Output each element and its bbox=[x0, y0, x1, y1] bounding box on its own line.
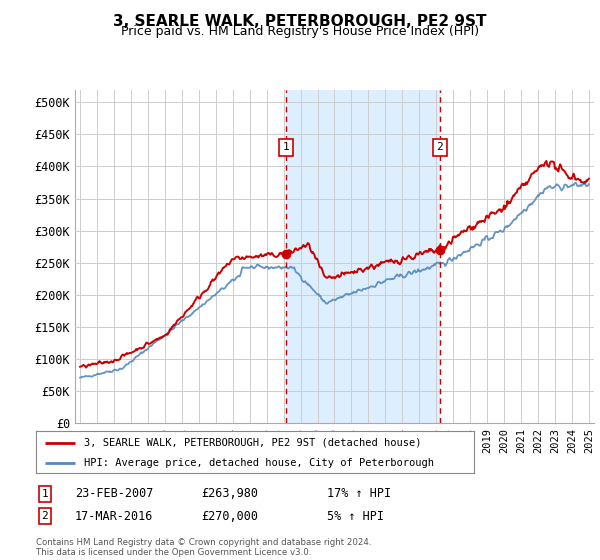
Text: £263,980: £263,980 bbox=[201, 487, 258, 501]
Text: Contains HM Land Registry data © Crown copyright and database right 2024.
This d: Contains HM Land Registry data © Crown c… bbox=[36, 538, 371, 557]
Text: 3, SEARLE WALK, PETERBOROUGH, PE2 9ST: 3, SEARLE WALK, PETERBOROUGH, PE2 9ST bbox=[113, 14, 487, 29]
Text: 3, SEARLE WALK, PETERBOROUGH, PE2 9ST (detached house): 3, SEARLE WALK, PETERBOROUGH, PE2 9ST (d… bbox=[84, 438, 422, 448]
Text: £270,000: £270,000 bbox=[201, 510, 258, 523]
Text: 23-FEB-2007: 23-FEB-2007 bbox=[75, 487, 154, 501]
Text: HPI: Average price, detached house, City of Peterborough: HPI: Average price, detached house, City… bbox=[84, 458, 434, 468]
Text: 5% ↑ HPI: 5% ↑ HPI bbox=[327, 510, 384, 523]
Text: 1: 1 bbox=[41, 489, 49, 499]
Text: 17% ↑ HPI: 17% ↑ HPI bbox=[327, 487, 391, 501]
Text: 1: 1 bbox=[283, 142, 290, 152]
Text: 17-MAR-2016: 17-MAR-2016 bbox=[75, 510, 154, 523]
Bar bbox=[286, 90, 440, 423]
Text: 2: 2 bbox=[41, 511, 49, 521]
Text: 2: 2 bbox=[437, 142, 443, 152]
Text: Price paid vs. HM Land Registry's House Price Index (HPI): Price paid vs. HM Land Registry's House … bbox=[121, 25, 479, 38]
